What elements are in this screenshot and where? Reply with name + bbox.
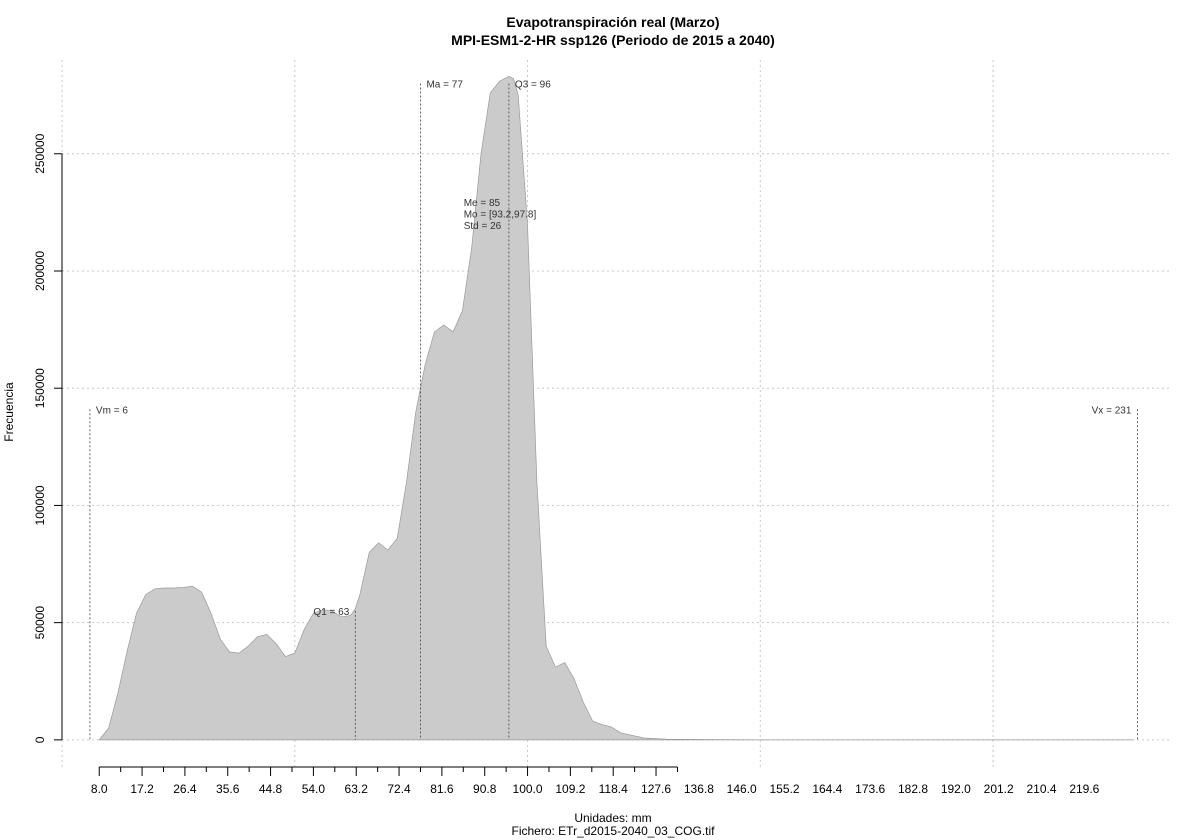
x-tick-label: 136.8	[684, 782, 714, 796]
x-tick-label: 44.8	[259, 782, 283, 796]
x-tick-label: 173.6	[855, 782, 885, 796]
x-tick-label: 182.8	[898, 782, 928, 796]
density-area	[98, 76, 1134, 741]
x-tick-label: 8.0	[91, 782, 108, 796]
x-tick-label: 164.4	[812, 782, 842, 796]
y-tick-label: 0	[33, 736, 47, 743]
x-tick-label: 201.2	[984, 782, 1014, 796]
x-tick-label: 17.2	[130, 782, 154, 796]
chart-title: Evapotranspiración real (Marzo)	[506, 14, 719, 30]
stat-label: Me = 85	[464, 198, 501, 209]
x-tick-label: 63.2	[345, 782, 369, 796]
y-tick-label: 50000	[33, 606, 47, 640]
chart-subtitle: MPI-ESM1-2-HR ssp126 (Periodo de 2015 a …	[451, 32, 775, 48]
stat-label: Std = 26	[464, 221, 502, 232]
stat-label: Mo = [93.2,97.8]	[464, 210, 537, 221]
x-axis-label: Unidades: mm	[574, 811, 651, 825]
x-tick-label: 72.4	[387, 782, 411, 796]
y-tick-label: 250000	[33, 133, 47, 173]
x-tick-label: 219.6	[1069, 782, 1099, 796]
x-tick-label: 146.0	[727, 782, 757, 796]
x-tick-label: 155.2	[770, 782, 800, 796]
marker-layer: Vm = 6 Q1 = 63 Ma = 77 Q3 = 96 Vx = 231 Me = …	[89, 79, 1138, 740]
x-tick-label: 54.0	[302, 782, 326, 796]
file-caption: Fichero: ETr_d2015-2040_03_COG.tif	[512, 824, 716, 838]
marker-label: Q3 = 96	[515, 79, 551, 90]
x-tick-label: 35.6	[216, 782, 240, 796]
area-layer	[98, 76, 1134, 741]
x-tick-label: 210.4	[1026, 782, 1056, 796]
axis-layer: 0 50000 100000 150000 200000 250000 8.0 17.2 26.…	[33, 133, 1100, 796]
x-tick-label: 26.4	[173, 782, 197, 796]
marker-label: Q1 = 63	[313, 607, 349, 618]
y-tick-label: 200000	[33, 251, 47, 291]
y-axis-label: Frecuencia	[2, 382, 16, 442]
marker-label: Vx = 231	[1092, 405, 1132, 416]
x-tick-label: 192.0	[941, 782, 971, 796]
x-tick-label: 81.6	[430, 782, 454, 796]
x-tick-label: 118.4	[599, 782, 628, 796]
marker-label: Vm = 6	[96, 405, 128, 416]
x-tick-label: 90.8	[473, 782, 497, 796]
y-tick-label: 150000	[33, 368, 47, 408]
x-tick-label: 109.2	[555, 782, 585, 796]
x-tick-label: 127.6	[641, 782, 671, 796]
marker-label: Ma = 77	[426, 79, 463, 90]
y-tick-label: 100000	[33, 485, 47, 525]
x-tick-label: 100.0	[513, 782, 543, 796]
